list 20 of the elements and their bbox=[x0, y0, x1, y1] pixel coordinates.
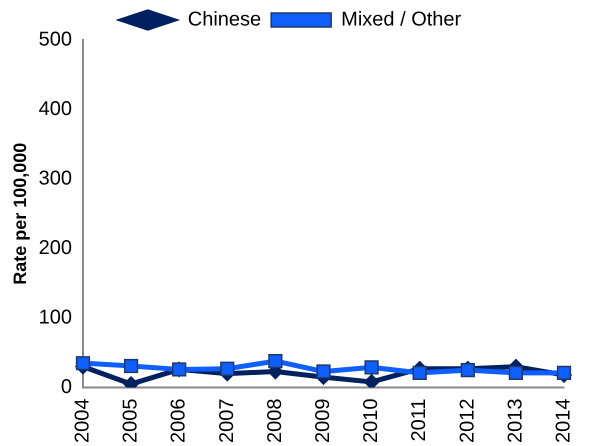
x-tick-label: 2007 bbox=[216, 398, 238, 444]
x-tick-label: 2009 bbox=[312, 398, 334, 444]
x-tick-label: 2004 bbox=[71, 398, 94, 444]
y-tick-label: 100 bbox=[38, 306, 72, 329]
y-axis-title: Rate per 100,000 bbox=[10, 142, 30, 285]
x-tick-label: 2008 bbox=[264, 398, 286, 444]
y-tick-label: 0 bbox=[60, 376, 72, 398]
y-tick-label: 300 bbox=[38, 168, 72, 190]
x-tick-label: 2005 bbox=[120, 398, 142, 444]
x-tick-label: 2013 bbox=[504, 398, 526, 444]
x-tick-label: 2012 bbox=[456, 398, 478, 444]
legend-label: Chinese bbox=[188, 8, 262, 31]
x-tick-label: 2010 bbox=[360, 398, 382, 444]
x-tick-label: 2006 bbox=[168, 398, 190, 444]
y-tick-label: 400 bbox=[38, 98, 72, 120]
x-tick-label: 2014 bbox=[552, 398, 575, 444]
x-tick-label: 2011 bbox=[408, 398, 430, 442]
y-tick-label: 500 bbox=[38, 28, 72, 51]
legend-label: Mixed / Other bbox=[341, 8, 462, 31]
y-tick-label: 200 bbox=[38, 237, 72, 260]
